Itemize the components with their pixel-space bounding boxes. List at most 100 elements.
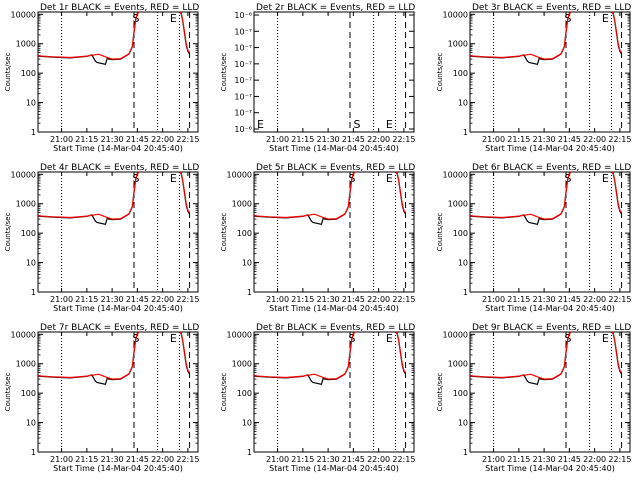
x-axis-label: Start Time (14-Mar-04 20:45:40) — [269, 464, 399, 473]
x-tick-label: 22:00 — [151, 295, 174, 304]
lld-curve — [37, 171, 140, 220]
x-tick-label: 21:00 — [50, 135, 73, 144]
y-tick-label: 1000 — [16, 200, 36, 209]
x-tick-label: 21:15 — [507, 455, 530, 464]
plot-frame — [469, 171, 631, 293]
x-axis-label: Start Time (14-Mar-04 20:45:40) — [53, 304, 183, 313]
lld-curve — [179, 171, 191, 213]
y-tick-label: 1 — [463, 448, 468, 457]
x-tick-label: 21:45 — [342, 135, 365, 144]
y-tick-label: 100 — [237, 389, 252, 398]
x-tick-label: 21:30 — [317, 295, 340, 304]
x-tick-label: 22:15 — [608, 455, 631, 464]
panel-title: Det 4r BLACK = Events, RED = LLD — [40, 163, 199, 173]
y-tick-label: 1000 — [448, 200, 468, 209]
x-tick-label: 22:15 — [176, 455, 199, 464]
x-tick-label: 21:00 — [482, 135, 505, 144]
plot-frame — [37, 11, 199, 133]
x-tick-label: 21:45 — [558, 295, 581, 304]
y-tick-label: 1 — [247, 448, 252, 457]
x-tick-label: 21:00 — [482, 295, 505, 304]
lld-curve — [395, 331, 407, 373]
panel-det-1: Det 1r BLACK = Events, RED = LLD 21:00 21:… — [4, 3, 199, 153]
x-tick-label: 21:00 — [266, 455, 289, 464]
x-tick-label: 21:45 — [126, 455, 149, 464]
panel-title: Det 7r BLACK = Events, RED = LLD — [40, 323, 199, 333]
y-tick-label: 10⁻⁷ — [234, 60, 252, 69]
y-tick-label: 10 — [26, 99, 36, 108]
x-tick-label: 21:15 — [75, 455, 98, 464]
x-axis-label: Start Time (14-Mar-04 20:45:40) — [485, 144, 615, 153]
y-tick-label: 1000 — [16, 40, 36, 49]
y-tick-label: 1000 — [448, 40, 468, 49]
y-tick-label: 10 — [242, 419, 252, 428]
panel-title: Det 1r BLACK = Events, RED = LLD — [40, 3, 199, 13]
x-tick-label: 21:45 — [558, 455, 581, 464]
x-tick-label: 21:30 — [101, 295, 124, 304]
end-marker-label: E — [386, 118, 393, 131]
x-tick-label: 22:00 — [367, 455, 390, 464]
y-axis-label: Counts/sec — [436, 53, 444, 92]
y-axis-label: Counts/sec — [4, 53, 12, 92]
y-tick-label: 10000 — [11, 10, 36, 19]
x-tick-label: 21:45 — [342, 295, 365, 304]
left-marker-label: E — [257, 118, 264, 131]
x-tick-label: 21:00 — [482, 455, 505, 464]
x-axis-label: Start Time (14-Mar-04 20:45:40) — [269, 144, 399, 153]
y-tick-label: 10 — [26, 259, 36, 268]
y-tick-label: 10000 — [11, 170, 36, 179]
x-tick-label: 21:45 — [342, 455, 365, 464]
x-tick-label: 21:30 — [533, 135, 556, 144]
x-axis-label: Start Time (14-Mar-04 20:45:40) — [53, 464, 183, 473]
x-tick-label: 21:30 — [101, 135, 124, 144]
y-tick-label: 10 — [26, 419, 36, 428]
x-tick-label: 22:15 — [392, 295, 415, 304]
x-tick-label: 22:00 — [583, 455, 606, 464]
panel-title: Det 2r BLACK = Events, RED = LLD — [256, 3, 415, 13]
lld-curve — [37, 331, 140, 380]
y-tick-label: 10 — [458, 419, 468, 428]
lld-curve — [469, 331, 572, 380]
y-tick-label: 1 — [31, 128, 36, 137]
lld-curve — [37, 11, 140, 60]
y-axis-label: Counts/sec — [220, 53, 228, 92]
y-tick-label: 10⁻⁶ — [234, 11, 252, 20]
y-tick-label: 10000 — [443, 170, 468, 179]
y-tick-label: 10⁻⁷ — [234, 92, 252, 101]
x-tick-label: 21:00 — [266, 135, 289, 144]
x-tick-label: 21:15 — [507, 295, 530, 304]
x-tick-label: 21:15 — [507, 135, 530, 144]
y-tick-label: 10 — [458, 259, 468, 268]
y-tick-label: 1 — [31, 448, 36, 457]
x-tick-label: 21:15 — [291, 455, 314, 464]
plot-frame — [37, 331, 199, 453]
y-tick-label: 10⁻⁷ — [234, 76, 252, 85]
y-axis-label: Counts/sec — [4, 373, 12, 412]
lld-curve — [395, 171, 407, 213]
y-tick-label: 10000 — [227, 170, 252, 179]
y-tick-label: 1 — [463, 288, 468, 297]
x-tick-label: 22:15 — [608, 295, 631, 304]
y-tick-label: 10⁻⁶ — [234, 125, 252, 134]
plot-frame — [253, 171, 415, 293]
y-tick-label: 1 — [31, 288, 36, 297]
lld-curve — [179, 331, 191, 373]
lld-curve — [611, 171, 623, 213]
panel-title: Det 5r BLACK = Events, RED = LLD — [256, 163, 415, 173]
plot-frame — [253, 331, 415, 453]
y-tick-label: 100 — [453, 389, 468, 398]
x-tick-label: 21:30 — [533, 455, 556, 464]
y-tick-label: 100 — [453, 69, 468, 78]
y-tick-label: 1000 — [232, 360, 252, 369]
panel-title: Det 3r BLACK = Events, RED = LLD — [472, 3, 631, 13]
y-tick-label: 1 — [247, 288, 252, 297]
x-axis-label: Start Time (14-Mar-04 20:45:40) — [53, 144, 183, 153]
x-tick-label: 22:00 — [367, 295, 390, 304]
lld-curve — [611, 11, 623, 53]
x-tick-label: 22:15 — [176, 295, 199, 304]
y-tick-label: 10000 — [227, 330, 252, 339]
plot-frame — [469, 331, 631, 453]
